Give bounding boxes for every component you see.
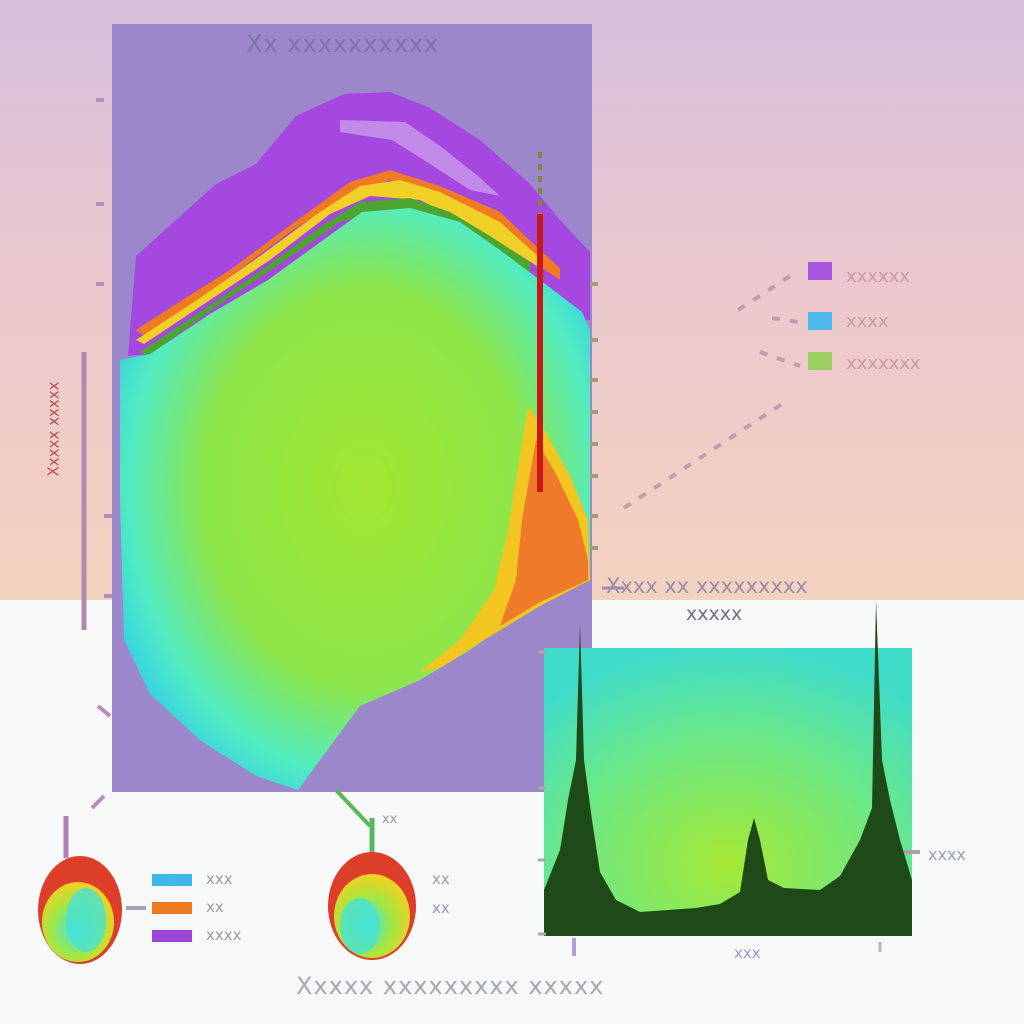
panel-title: Xx xxxxxxxxxx [246, 30, 440, 58]
legend-swatch-2 [808, 312, 832, 330]
small-diagram-1 [38, 794, 192, 964]
inset-title-line2: xxxxx [686, 603, 743, 625]
legend-label-1: xxxxxx [846, 266, 910, 287]
inset-title-line1: Xxxx xx xxxxxxxxx [606, 574, 808, 598]
small-legend-label-3: xxxx [206, 926, 242, 944]
inset-peak-label: xxxx [928, 845, 966, 864]
small-legend-swatch-2 [152, 902, 192, 914]
legend-swatch-3 [808, 352, 832, 370]
small-diagram-2 [328, 788, 416, 960]
small-tag-1: xx [432, 870, 450, 888]
inset-plot [538, 586, 920, 956]
y-axis [81, 98, 112, 718]
orange-core-region [500, 440, 588, 626]
small-legend-swatch-3 [152, 930, 192, 942]
pointer-label: xx [382, 812, 398, 827]
layered-structure [120, 92, 590, 790]
small-legend-swatch-1 [152, 874, 192, 886]
right-ticks [590, 282, 598, 550]
inner-lilac-band [340, 120, 500, 196]
legend-label-2: xxxx [846, 311, 889, 332]
legend-leaders [622, 274, 801, 510]
small-legend-label-2: xx [206, 898, 224, 916]
axis-tick [96, 704, 112, 718]
small-tag-2: xx [432, 899, 450, 917]
legend-swatch-1 [808, 262, 832, 280]
inset-x-tick-label: xxx [734, 944, 761, 962]
small-legend-label-1: xxx [206, 870, 233, 888]
legend-label-3: xxxxxxx [846, 353, 921, 374]
inset-spectrum [544, 600, 912, 936]
figure-caption: Xxxxx xxxxxxxxx xxxxx [296, 972, 605, 1000]
y-axis-label: Xxxxx xxxxx [44, 381, 63, 477]
